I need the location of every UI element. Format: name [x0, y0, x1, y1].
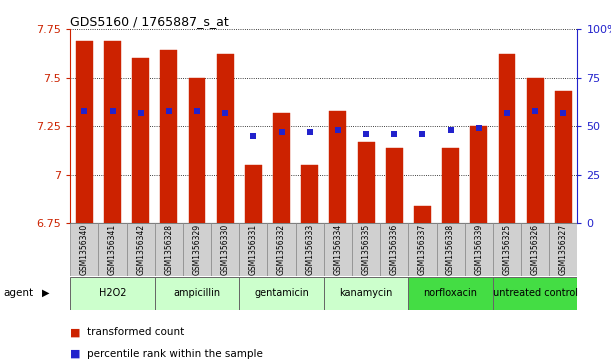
- Text: GDS5160 / 1765887_s_at: GDS5160 / 1765887_s_at: [70, 15, 229, 28]
- Text: percentile rank within the sample: percentile rank within the sample: [87, 349, 263, 359]
- Text: norfloxacin: norfloxacin: [423, 288, 478, 298]
- Bar: [273, 113, 290, 223]
- Text: GSM1356339: GSM1356339: [474, 224, 483, 275]
- Text: GSM1356340: GSM1356340: [80, 224, 89, 275]
- Text: GSM1356331: GSM1356331: [249, 224, 258, 275]
- Bar: [132, 58, 149, 223]
- Bar: [324, 223, 352, 276]
- Text: GSM1356328: GSM1356328: [164, 224, 174, 275]
- Text: GSM1356337: GSM1356337: [418, 224, 427, 275]
- Bar: [126, 223, 155, 276]
- Text: GSM1356341: GSM1356341: [108, 224, 117, 275]
- Bar: [183, 223, 211, 276]
- Text: GSM1356330: GSM1356330: [221, 224, 230, 275]
- Text: gentamicin: gentamicin: [254, 288, 309, 298]
- Bar: [527, 78, 544, 223]
- Bar: [493, 277, 577, 310]
- Bar: [104, 41, 121, 223]
- Text: ▶: ▶: [42, 288, 49, 298]
- Bar: [240, 277, 324, 310]
- Bar: [408, 223, 436, 276]
- Bar: [499, 54, 516, 223]
- Text: GSM1356329: GSM1356329: [192, 224, 202, 275]
- Bar: [357, 142, 375, 223]
- Bar: [70, 277, 155, 310]
- Text: GSM1356327: GSM1356327: [559, 224, 568, 275]
- Bar: [386, 147, 403, 223]
- Text: ■: ■: [70, 327, 81, 337]
- Text: ampicillin: ampicillin: [174, 288, 221, 298]
- Bar: [98, 223, 126, 276]
- Text: GSM1356334: GSM1356334: [334, 224, 342, 275]
- Bar: [521, 223, 549, 276]
- Bar: [296, 223, 324, 276]
- Text: GSM1356336: GSM1356336: [390, 224, 399, 275]
- Text: GSM1356342: GSM1356342: [136, 224, 145, 275]
- Text: GSM1356325: GSM1356325: [502, 224, 511, 275]
- Text: untreated control: untreated control: [492, 288, 577, 298]
- Bar: [211, 223, 240, 276]
- Bar: [301, 165, 318, 223]
- Bar: [155, 223, 183, 276]
- Bar: [549, 223, 577, 276]
- Text: transformed count: transformed count: [87, 327, 185, 337]
- Bar: [268, 223, 296, 276]
- Bar: [189, 78, 205, 223]
- Bar: [76, 41, 93, 223]
- Text: kanamycin: kanamycin: [339, 288, 393, 298]
- Bar: [240, 223, 268, 276]
- Bar: [70, 223, 98, 276]
- Bar: [470, 126, 487, 223]
- Bar: [352, 223, 380, 276]
- Bar: [465, 223, 493, 276]
- Bar: [155, 277, 240, 310]
- Bar: [324, 277, 408, 310]
- Bar: [161, 50, 177, 223]
- Bar: [442, 147, 459, 223]
- Text: ■: ■: [70, 349, 81, 359]
- Bar: [414, 206, 431, 223]
- Text: GSM1356332: GSM1356332: [277, 224, 286, 275]
- Text: GSM1356333: GSM1356333: [306, 224, 314, 275]
- Bar: [217, 54, 233, 223]
- Text: GSM1356338: GSM1356338: [446, 224, 455, 275]
- Bar: [555, 91, 572, 223]
- Bar: [493, 223, 521, 276]
- Bar: [408, 277, 493, 310]
- Text: H2O2: H2O2: [99, 288, 126, 298]
- Bar: [380, 223, 408, 276]
- Text: agent: agent: [3, 288, 33, 298]
- Text: GSM1356335: GSM1356335: [362, 224, 371, 275]
- Bar: [436, 223, 465, 276]
- Bar: [329, 111, 346, 223]
- Text: GSM1356326: GSM1356326: [530, 224, 540, 275]
- Bar: [245, 165, 262, 223]
